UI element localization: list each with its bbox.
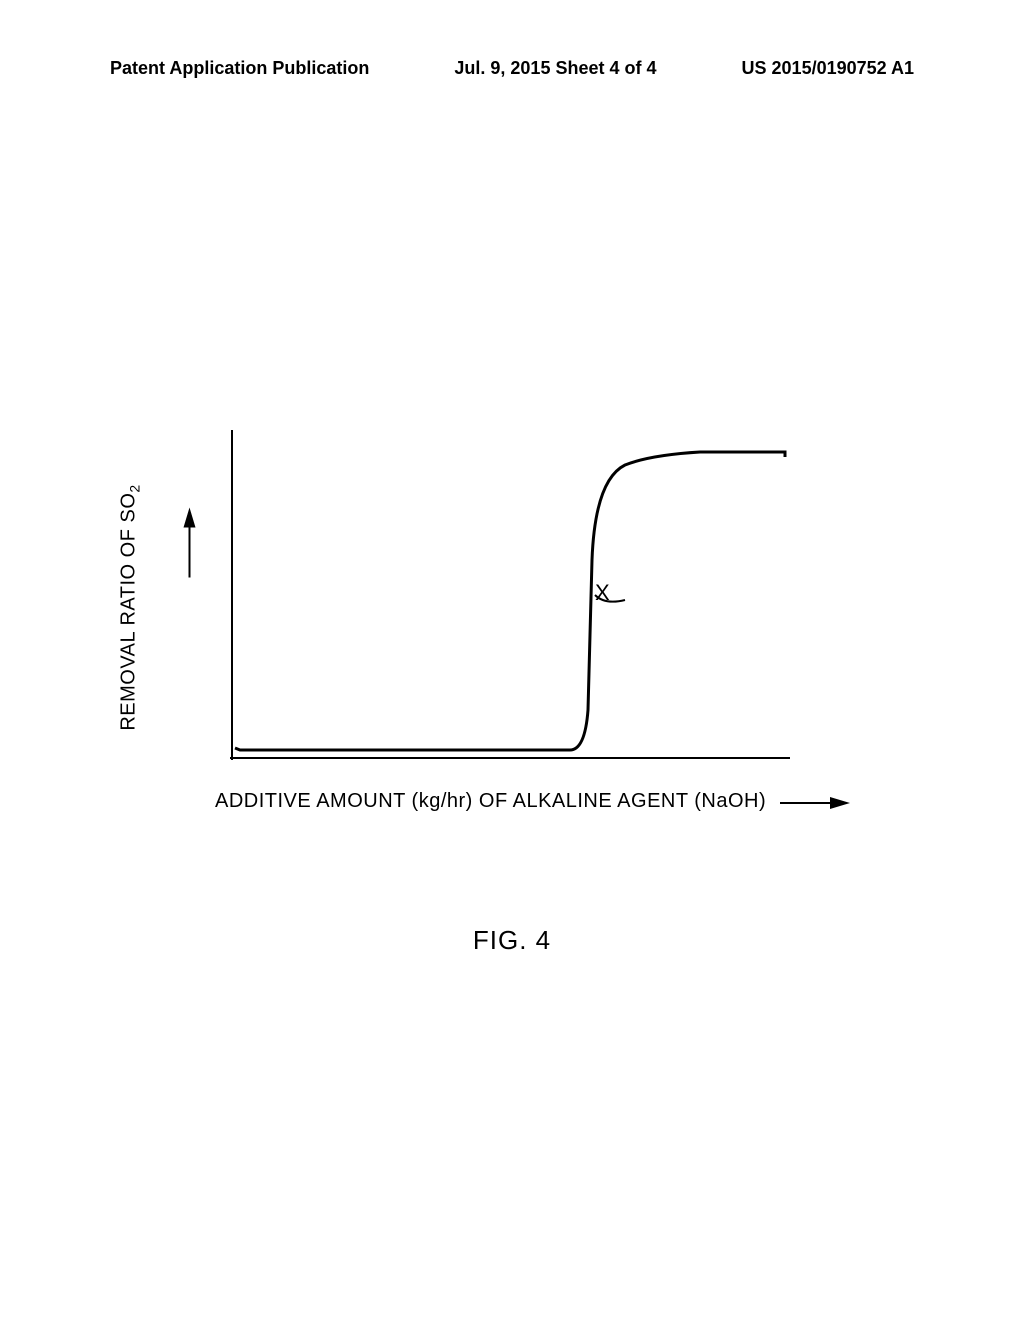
y-axis-label-subscript: 2 — [127, 484, 143, 492]
x-axis-label: ADDITIVE AMOUNT (kg/hr) OF ALKALINE AGEN… — [215, 790, 766, 813]
data-curve — [235, 452, 785, 750]
y-axis-label: REMOVAL RATIO OF SO2 — [118, 484, 143, 730]
header-publication-number: US 2015/0190752 A1 — [742, 58, 914, 79]
figure-container: REMOVAL RATIO OF SO2 X ADDITIVE AMOUNT (… — [140, 430, 800, 860]
figure-caption: FIG. 4 — [0, 925, 1024, 956]
chart-svg — [230, 430, 790, 760]
y-axis-arrow-icon — [180, 508, 205, 578]
curve-label: X — [595, 580, 610, 606]
header-publication-type: Patent Application Publication — [110, 58, 369, 79]
y-axis-label-text: REMOVAL RATIO OF SO — [118, 493, 140, 731]
chart-area — [230, 430, 790, 760]
x-axis-arrow-icon — [780, 793, 850, 818]
header-date-sheet: Jul. 9, 2015 Sheet 4 of 4 — [454, 58, 656, 79]
